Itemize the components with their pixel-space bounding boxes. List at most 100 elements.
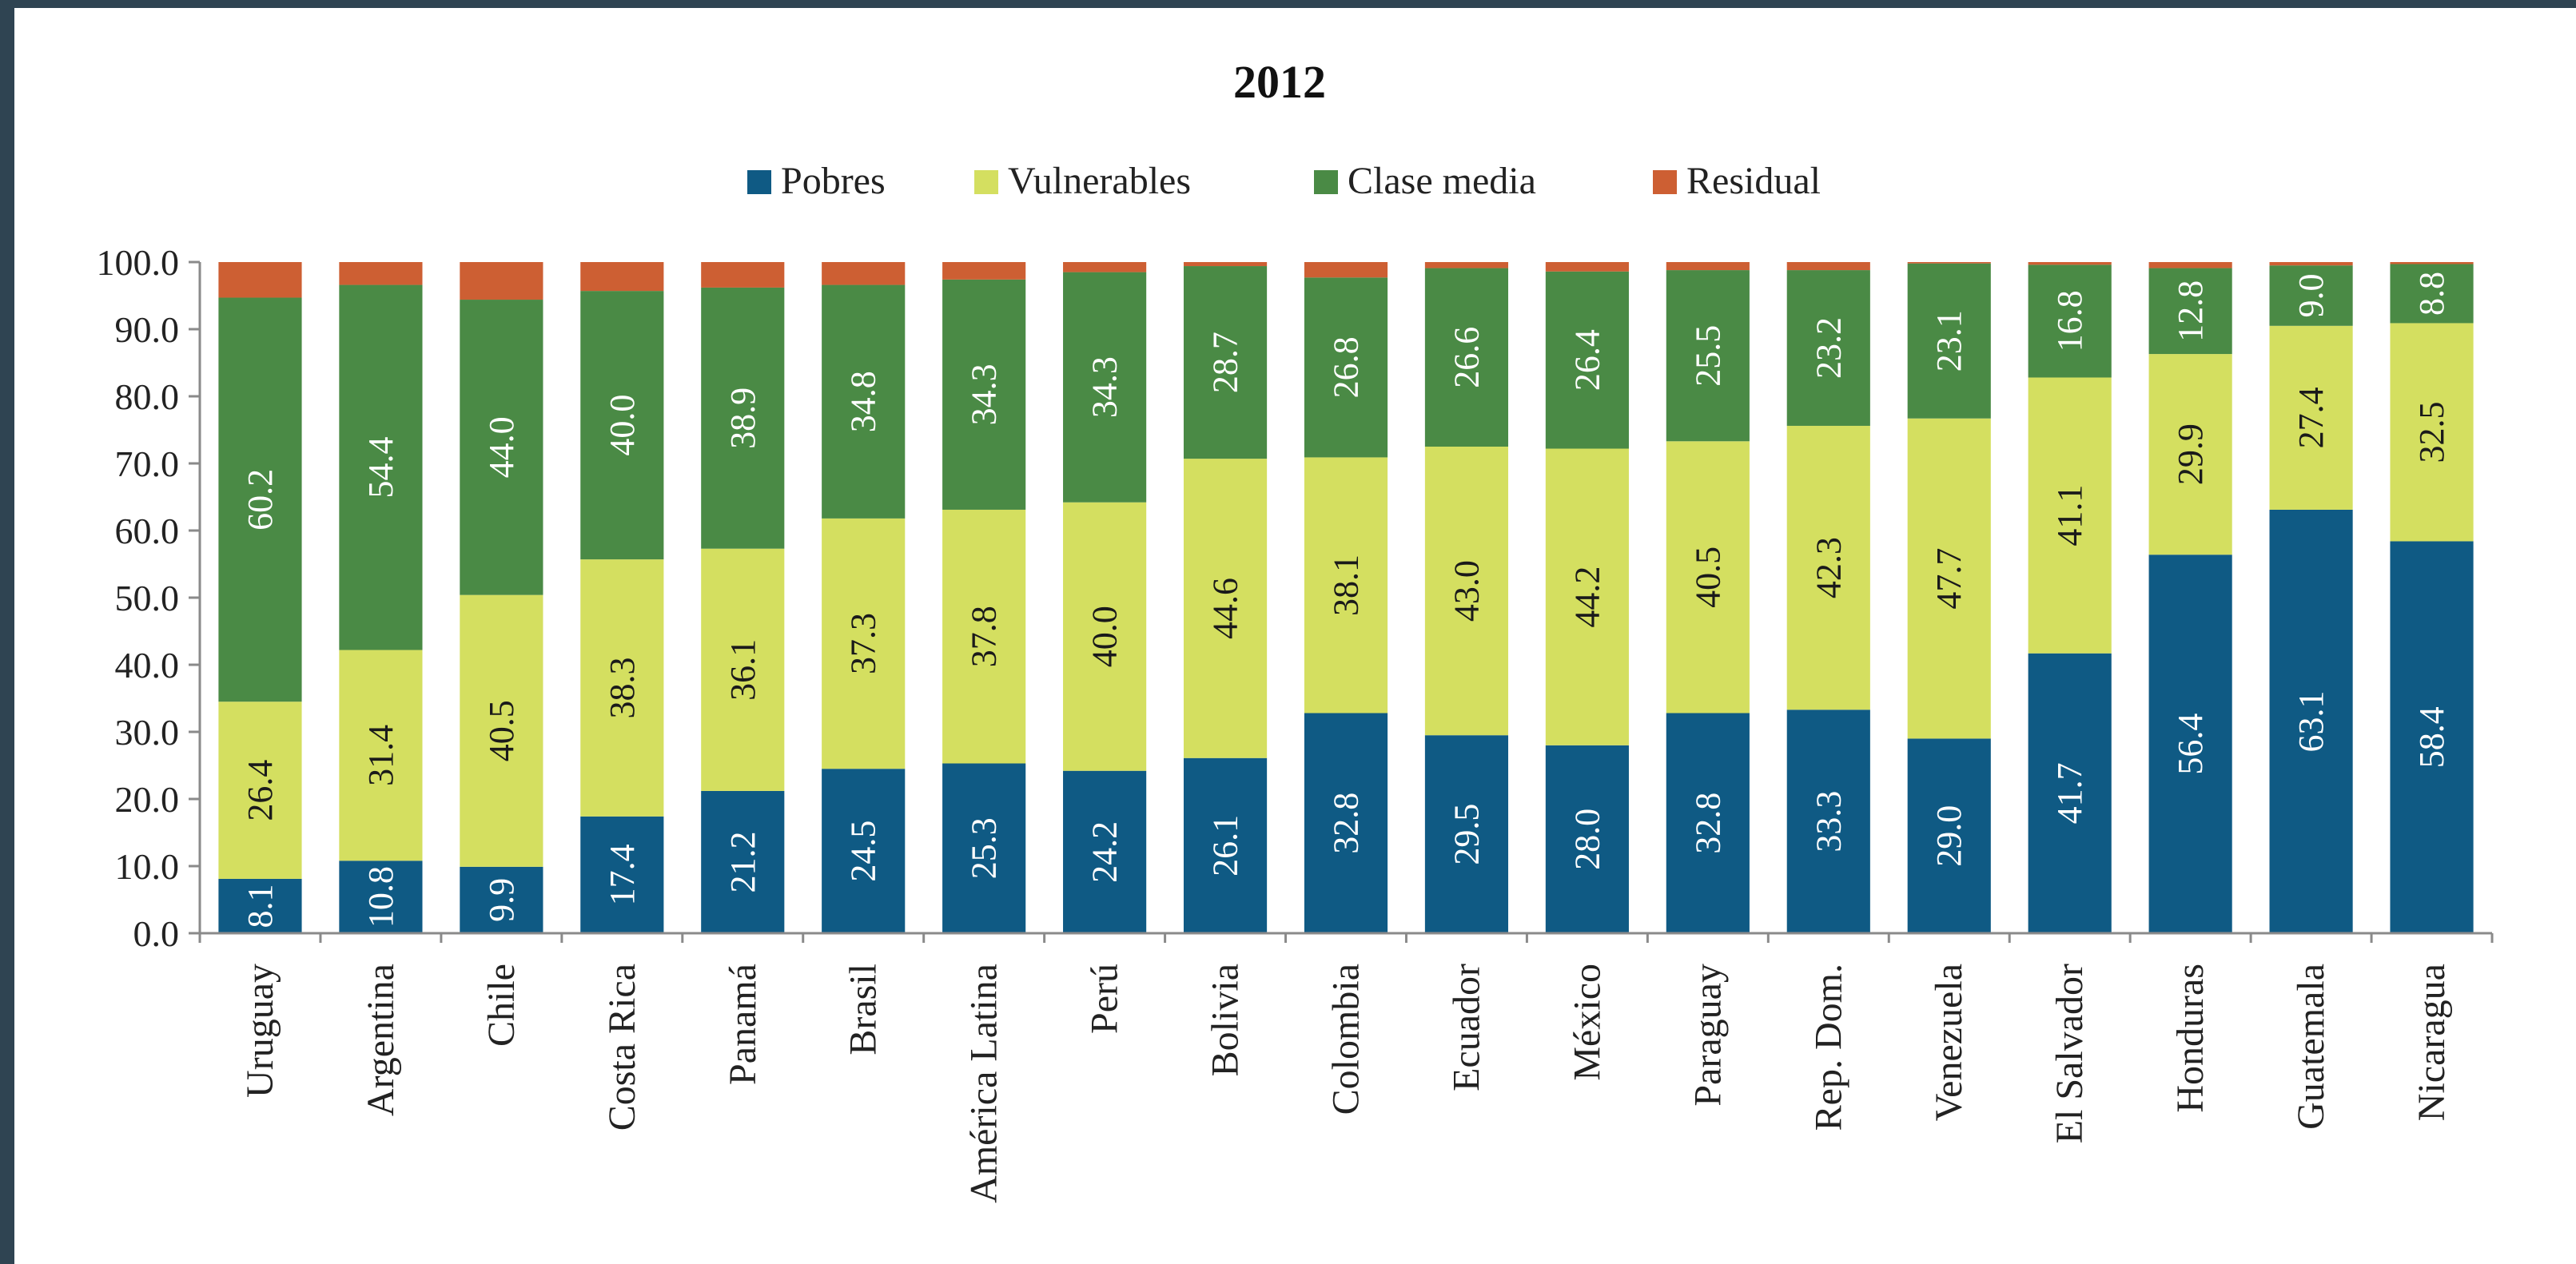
bar-group-chile: 9.9 40.5 44.0 xyxy=(460,262,543,933)
data-label-vulnerables: 44.2 xyxy=(1567,566,1607,628)
bar-group-guatemala: 63.1 27.4 9.0 xyxy=(2269,262,2353,933)
bar-segment-vulnerables xyxy=(2269,325,2353,510)
bar-segment-clase-media xyxy=(339,284,423,650)
chart-title: 2012 xyxy=(1233,56,1326,108)
y-tick-label: 80.0 xyxy=(115,376,180,417)
bar-group-panama: 21.2 36.1 38.9 xyxy=(701,262,785,933)
bar-segment-vulnerables xyxy=(1183,459,1268,758)
y-tick-label: 40.0 xyxy=(115,645,180,686)
bar-segment-clase-media xyxy=(1183,266,1268,459)
bar-group-nicaragua: 58.4 32.5 8.8 xyxy=(2390,262,2474,933)
x-tick-label-ecuador: Ecuador xyxy=(1445,964,1487,1091)
data-label-pobres: 32.8 xyxy=(1688,793,1727,854)
x-tick-label-brasil: Brasil xyxy=(842,964,885,1055)
data-label-vulnerables: 41.1 xyxy=(2050,485,2089,547)
data-label-vulnerables: 26.4 xyxy=(241,760,280,821)
bar-segment-residual xyxy=(1063,262,1147,272)
data-label-vulnerables: 47.7 xyxy=(1929,548,1969,610)
data-label-pobres: 29.0 xyxy=(1929,805,1969,867)
bar-segment-vulnerables xyxy=(1666,441,1750,713)
bar-segment-vulnerables xyxy=(1907,418,1991,739)
bar-segment-vulnerables xyxy=(822,518,906,769)
y-tick-label: 70.0 xyxy=(115,443,180,484)
data-label-pobres: 63.1 xyxy=(2291,690,2331,752)
bar-segment-clase-media xyxy=(1786,270,1870,426)
x-tick-label-paraguay: Paraguay xyxy=(1686,964,1729,1107)
x-tick-label-costa-rica: Costa Rica xyxy=(601,964,643,1131)
bars: 8.1 26.4 60.2 10.8 31.4 54.4 9.9 40.5 44.0 17.4 38… xyxy=(218,262,2474,933)
data-label-clase-media: 26.6 xyxy=(1447,327,1486,388)
bar-segment-clase-media xyxy=(460,300,543,595)
bar-group-bolivia: 26.1 44.6 28.7 xyxy=(1183,262,1268,933)
data-label-vulnerables: 40.0 xyxy=(1085,606,1125,667)
bar-group-mexico: 28.0 44.2 26.4 xyxy=(1545,262,1629,933)
bar-segment-residual xyxy=(2390,262,2474,264)
x-tick-label-peru: Perú xyxy=(1084,964,1126,1034)
data-label-vulnerables: 44.6 xyxy=(1206,578,1245,639)
bar-segment-clase-media xyxy=(1545,271,1629,449)
data-label-pobres: 9.9 xyxy=(482,878,521,922)
y-axis: 0.0 10.0 20.0 30.0 40.0 50.0 60.0 70.0 80.0 90.0 1… xyxy=(97,242,201,954)
x-tick-label-venezuela: Venezuela xyxy=(1928,964,1970,1121)
bar-segment-pobres xyxy=(701,790,785,933)
data-label-pobres: 26.1 xyxy=(1206,815,1245,876)
bar-segment-pobres xyxy=(339,861,423,933)
bar-segment-vulnerables xyxy=(2390,323,2474,542)
x-tick-label-honduras: Honduras xyxy=(2169,964,2212,1113)
x-tick-label-rep-dom: Rep. Dom. xyxy=(1807,964,1849,1131)
bar-segment-clase-media xyxy=(1063,272,1147,503)
data-label-vulnerables: 37.3 xyxy=(844,613,883,674)
bar-segment-residual xyxy=(822,262,906,285)
bar-segment-vulnerables xyxy=(2028,377,2112,654)
y-tick-label: 20.0 xyxy=(115,779,180,820)
data-label-pobres: 41.7 xyxy=(2050,762,2089,824)
data-label-clase-media: 38.9 xyxy=(723,388,762,449)
bar-group-colombia: 32.8 38.1 26.8 xyxy=(1304,262,1388,933)
bar-group-rep-dom: 33.3 42.3 23.2 xyxy=(1786,262,1870,933)
y-tick-label: 10.0 xyxy=(115,846,180,887)
data-label-vulnerables: 40.5 xyxy=(482,700,521,761)
bar-segment-residual xyxy=(218,262,302,298)
bar-segment-pobres xyxy=(942,763,1026,933)
y-tick-label: 0.0 xyxy=(133,913,180,954)
data-label-clase-media: 23.1 xyxy=(1929,310,1969,372)
bar-segment-clase-media xyxy=(942,279,1026,510)
bar-segment-pobres xyxy=(1063,770,1147,933)
bar-segment-vulnerables xyxy=(942,509,1026,764)
x-tick-label-chile: Chile xyxy=(480,964,523,1047)
data-label-vulnerables: 36.1 xyxy=(723,639,762,701)
x-tick-label-guatemala: Guatemala xyxy=(2290,964,2332,1130)
x-tick-label-colombia: Colombia xyxy=(1325,964,1368,1115)
bar-group-paraguay: 32.8 40.5 25.5 xyxy=(1666,262,1750,933)
bar-segment-residual xyxy=(1304,262,1388,278)
data-label-clase-media: 34.3 xyxy=(1085,356,1125,418)
data-label-pobres: 28.0 xyxy=(1567,809,1607,870)
legend-label-clase-media: Clase media xyxy=(1348,160,1536,202)
bar-segment-clase-media xyxy=(580,291,664,560)
bar-segment-residual xyxy=(701,262,785,288)
bar-segment-clase-media xyxy=(701,287,785,549)
x-tick-label-panama: Panamá xyxy=(722,964,764,1085)
bar-segment-vulnerables xyxy=(1063,502,1147,771)
bar-segment-residual xyxy=(1424,262,1509,268)
bar-segment-residual xyxy=(2148,262,2232,268)
data-label-pobres: 56.4 xyxy=(2171,713,2210,775)
y-tick-label: 100.0 xyxy=(97,242,180,283)
data-label-clase-media: 34.3 xyxy=(965,364,1004,425)
bar-segment-pobres xyxy=(218,878,302,933)
data-label-vulnerables: 38.1 xyxy=(1327,554,1366,616)
bar-segment-pobres xyxy=(2390,541,2474,933)
y-tick-label: 50.0 xyxy=(115,578,180,618)
legend-swatch-residual xyxy=(1653,170,1677,194)
bar-group-ecuador: 29.5 43.0 26.6 xyxy=(1424,262,1509,933)
data-label-clase-media: 28.7 xyxy=(1206,332,1245,393)
legend-label-vulnerables: Vulnerables xyxy=(1008,160,1191,202)
data-label-clase-media: 34.8 xyxy=(844,371,883,432)
bar-segment-clase-media xyxy=(2390,264,2474,324)
bar-segment-clase-media xyxy=(2148,268,2232,355)
bar-segment-residual xyxy=(460,262,543,300)
bar-segment-vulnerables xyxy=(339,650,423,861)
x-tick-label-nicaragua: Nicaragua xyxy=(2411,964,2453,1121)
bar-segment-residual xyxy=(1183,262,1268,267)
data-label-pobres: 24.5 xyxy=(844,821,883,882)
